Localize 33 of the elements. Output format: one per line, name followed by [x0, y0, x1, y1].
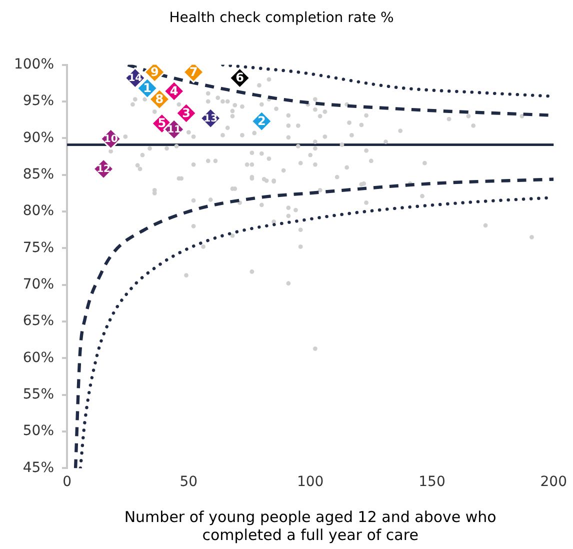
annotation: 2: [257, 114, 266, 128]
y-tick-label: 55%: [22, 386, 54, 402]
annotation: 7: [189, 64, 198, 79]
annotation: 4: [170, 84, 178, 98]
y-tick-label: 90%: [22, 130, 54, 146]
y-tick-label: 85%: [22, 166, 54, 182]
annotation: 8: [155, 92, 164, 106]
annotation: 5: [158, 116, 166, 130]
annotation: 3: [182, 106, 190, 120]
annotation: 11: [167, 124, 182, 136]
y-tick-label: 75%: [22, 240, 54, 256]
annotation: 6: [236, 70, 244, 85]
y-tick-label: 100%: [14, 56, 54, 72]
x-tick-label: 200: [540, 474, 568, 490]
y-tick-label: 70%: [22, 276, 54, 292]
annotation: 1: [143, 80, 152, 95]
y-tick-label: 45%: [22, 460, 54, 476]
x-tick-label: 50: [180, 474, 198, 490]
y-tick-label: 80%: [22, 203, 54, 220]
y-tick-label: 65%: [22, 313, 54, 330]
x-tick-label: 0: [62, 474, 72, 490]
annotation: 14: [128, 73, 142, 84]
y-tick-label: 95%: [22, 93, 54, 110]
x-axis-title: Number of young people aged 12 and above who completed a full year of care: [124, 508, 496, 544]
x-tick-label: 100: [296, 474, 324, 490]
annotation: 13: [204, 113, 218, 124]
y-tick-label: 60%: [22, 350, 54, 366]
x-tick-label: 150: [418, 474, 446, 490]
chart-title: Health check completion rate %: [169, 10, 394, 26]
annotation: 10: [104, 134, 118, 145]
annotation: 9: [150, 64, 159, 79]
y-tick-label: 50%: [22, 423, 54, 440]
annotation: 12: [96, 164, 111, 176]
